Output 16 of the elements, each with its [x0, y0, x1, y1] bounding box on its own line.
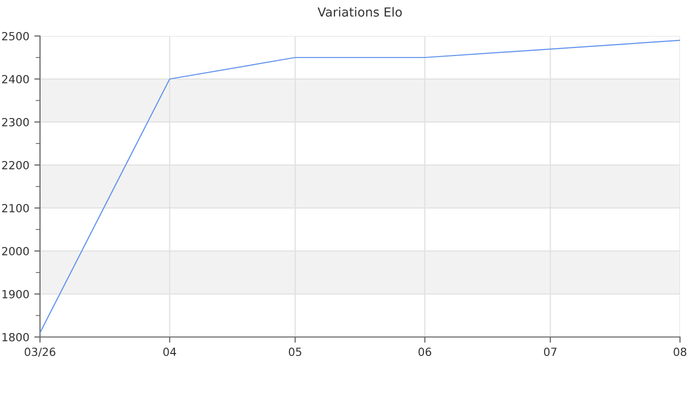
y-tick-label: 2500 — [2, 32, 29, 40]
x-tick-label: 06 — [418, 348, 432, 356]
x-tick-label: 03/26 — [24, 348, 56, 357]
x-tick-label: 05 — [288, 348, 302, 356]
y-tick-label: 1800 — [2, 332, 29, 342]
y-tick-label: 1900 — [2, 290, 29, 298]
x-tick-label: 08 — [674, 348, 686, 356]
chart-title: Variations Elo — [318, 7, 402, 17]
y-tick-label: 2000 — [2, 246, 29, 256]
y-tick-label: 2400 — [2, 74, 29, 84]
y-tick-label: 2100 — [2, 204, 29, 212]
x-tick-label: 04 — [163, 348, 176, 356]
line-series — [40, 40, 680, 334]
x-tick-label: 07 — [544, 348, 556, 356]
y-tick-label: 2300 — [2, 118, 29, 126]
y-tick-label: 2200 — [2, 160, 29, 170]
